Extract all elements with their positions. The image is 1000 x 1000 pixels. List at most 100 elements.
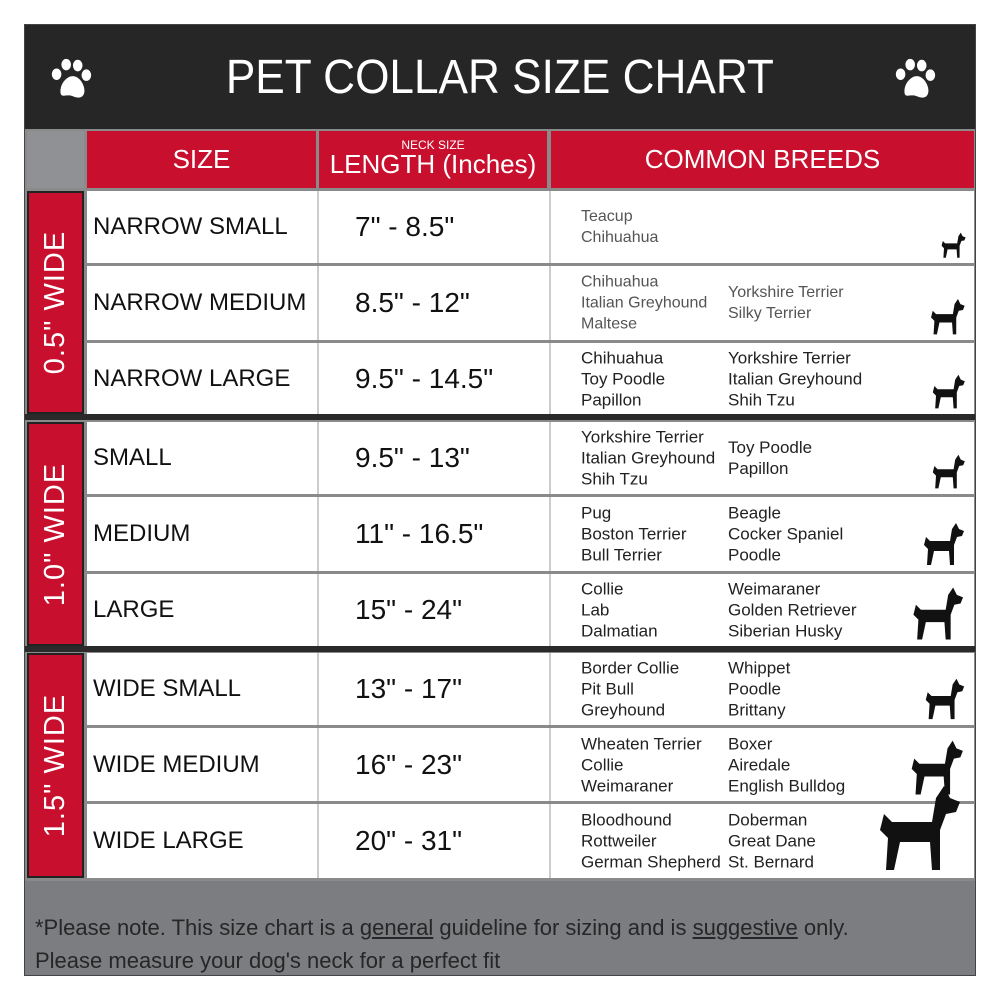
paw-print-icon [51, 58, 92, 98]
breed: Italian Greyhound [581, 294, 708, 312]
breed: Bloodhound [581, 810, 672, 830]
dog-silhouette-icon [925, 678, 965, 720]
breed: Toy Poodle [728, 438, 813, 457]
table-row: WIDE MEDIUM 16" - 23" Wheaten Terrier Col… [87, 728, 974, 801]
breed: Boxer [728, 734, 773, 753]
length-cell: 16" - 23" [319, 728, 551, 801]
group-label-text: 1.5" WIDE [39, 693, 72, 838]
breed: Lab [581, 600, 610, 620]
breed: Chihuahua [581, 348, 664, 367]
column-header-length: NECK SIZE LENGTH (Inches) [319, 131, 547, 188]
size-cell: WIDE MEDIUM [87, 728, 319, 801]
breed: Maltese [581, 315, 638, 333]
breed: Collie [581, 755, 624, 774]
group-divider [25, 646, 975, 652]
chart-header: PET COLLAR SIZE CHART [25, 25, 975, 129]
breed: Chihuahua [581, 273, 659, 291]
breeds-cell: Chihuahua Italian Greyhound Maltese Yorksh… [551, 266, 974, 340]
breeds-cell: Collie Lab Dalmatian Weimaraner Golden Retr… [551, 574, 974, 646]
breed: Yorkshire Terrier [728, 348, 851, 367]
breeds-list: Boxer Airedale English Bulldog [728, 733, 845, 796]
breed: Italian Greyhound [581, 448, 716, 468]
breed: Wheaten Terrier [581, 734, 702, 753]
column-label: LENGTH (Inches) [329, 149, 537, 179]
breed: Weimaraner [581, 776, 674, 795]
size-chart: PET COLLAR SIZE CHART SIZE NECK SIZE LENG… [24, 24, 976, 976]
group-label: 1.5" WIDE [27, 653, 84, 878]
breed: Whippet [728, 658, 791, 678]
breed: Italian Greyhound [728, 369, 863, 388]
breed: Papillon [581, 390, 642, 409]
breed: Chihuahua [581, 229, 659, 246]
breed: German Shepherd [581, 852, 721, 872]
group-label-text: 1.0" WIDE [39, 462, 72, 606]
breeds-list: Yorkshire Terrier Silky Terrier [728, 282, 844, 324]
breeds-list: Weimaraner Golden Retriever Siberian Husky [728, 579, 857, 642]
table-row: NARROW LARGE 9.5" - 14.5" Chihuahua Toy P… [87, 343, 974, 414]
table-row: WIDE SMALL 13" - 17" Border Collie Pit Bu… [87, 653, 974, 725]
breed: Siberian Husky [728, 621, 843, 641]
table-row: SMALL 9.5" - 13" Yorkshire Terrier Italia… [87, 422, 974, 494]
breeds-list: Pug Boston Terrier Bull Terrier [581, 503, 687, 566]
size-cell: NARROW MEDIUM [87, 266, 319, 340]
size-cell: MEDIUM [87, 497, 319, 571]
group-label: 0.5" WIDE [27, 191, 84, 414]
breeds-cell: Bloodhound Rottweiler German Shepherd Dobe… [551, 786, 974, 878]
breed: Papillon [728, 459, 789, 478]
length-cell: 8.5" - 12" [319, 266, 551, 340]
breed: Rottweiler [581, 831, 657, 851]
dog-silhouette-icon [932, 454, 965, 489]
breed: Toy Poodle [581, 369, 666, 388]
table-row: LARGE 15" - 24" Collie Lab Dalmatian Weima… [87, 574, 974, 646]
breed: Pug [581, 503, 612, 523]
breed: Poodle [728, 679, 781, 699]
breeds-cell: Pug Boston Terrier Bull Terrier Beagle Cock… [551, 497, 974, 571]
column-label: SIZE [172, 144, 231, 174]
length-cell: 11" - 16.5" [319, 497, 551, 571]
note-text: Please measure your dog's neck for a per… [35, 948, 501, 973]
breeds-list: Wheaten Terrier Collie Weimaraner [581, 733, 702, 796]
breed: Doberman [728, 810, 808, 830]
breed: Golden Retriever [728, 600, 857, 620]
breed: Shih Tzu [728, 390, 795, 409]
size-cell: NARROW SMALL [87, 191, 319, 263]
page-title: PET COLLAR SIZE CHART [225, 50, 775, 104]
note-emphasis: general [359, 915, 434, 940]
breed: Bull Terrier [581, 545, 662, 565]
dog-silhouette-icon [932, 374, 965, 409]
breed: Boston Terrier [581, 524, 687, 544]
note-text: guideline for sizing and is [439, 915, 687, 940]
breeds-list: Collie Lab Dalmatian [581, 579, 658, 642]
header-corner [27, 131, 84, 188]
breed: Yorkshire Terrier [728, 284, 844, 301]
breeds-list: Toy Poodle Papillon [728, 437, 812, 479]
breeds-list: Chihuahua Toy Poodle Papillon [581, 347, 665, 410]
breeds-cell: Chihuahua Toy Poodle Papillon Yorkshire Te… [551, 343, 974, 414]
dog-silhouette-icon [911, 740, 963, 795]
breed: Brittany [728, 700, 786, 720]
column-header-size: SIZE [87, 131, 316, 188]
length-cell: 20" - 31" [319, 804, 551, 878]
note-text: only. [803, 915, 849, 940]
dog-silhouette-icon [913, 587, 964, 640]
breed: Dalmatian [581, 621, 658, 641]
length-cell: 9.5" - 14.5" [319, 343, 551, 414]
column-label: COMMON BREEDS [644, 144, 881, 174]
breed: Silky Terrier [728, 305, 812, 322]
breed: St. Bernard [728, 852, 814, 872]
breed: Shih Tzu [581, 469, 648, 489]
breeds-cell: Border Collie Pit Bull Greyhound Whippet Po… [551, 653, 974, 725]
size-cell: NARROW LARGE [87, 343, 319, 414]
breed: Border Collie [581, 658, 680, 678]
size-cell: WIDE LARGE [87, 804, 319, 878]
breed: Beagle [728, 503, 781, 523]
table-row: WIDE LARGE 20" - 31" Bloodhound Rottweile… [87, 786, 974, 878]
breeds-cell: Wheaten Terrier Collie Weimaraner Boxer Air… [551, 728, 974, 801]
breeds-list: Border Collie Pit Bull Greyhound [581, 658, 679, 721]
breeds-list: Yorkshire Terrier Italian Greyhound Shih T… [728, 347, 862, 410]
breeds-list: Doberman Great Dane St. Bernard [728, 810, 816, 873]
table-row: NARROW SMALL 7" - 8.5" Teacup Chihuahua [87, 191, 974, 263]
breeds-cell: Teacup Chihuahua [551, 191, 974, 263]
breed: Collie [581, 579, 624, 599]
breeds-list: Teacup Chihuahua [581, 206, 658, 248]
